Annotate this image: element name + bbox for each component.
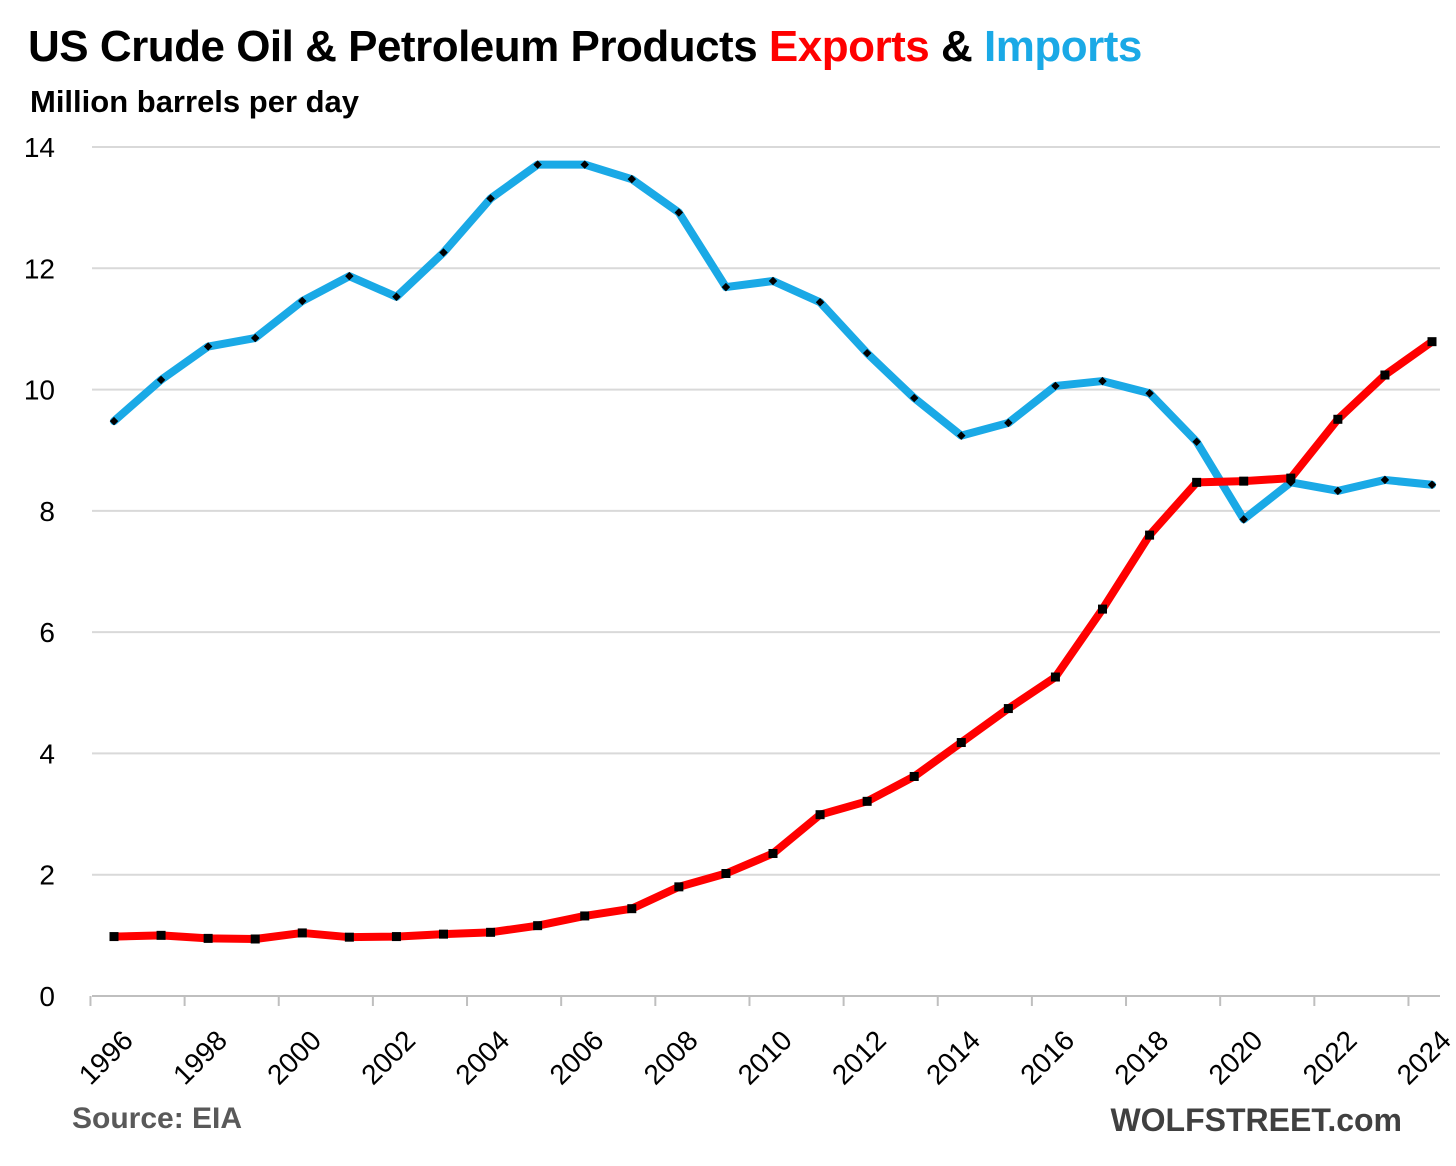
- imports-point: [721, 282, 731, 292]
- x-tick-label: 1998: [167, 1024, 233, 1090]
- y-tick-label: 2: [39, 860, 55, 891]
- exports-point: [1050, 672, 1060, 682]
- imports-point: [957, 431, 966, 440]
- exports-point: [533, 921, 543, 931]
- x-tick-label: 2022: [1297, 1024, 1363, 1090]
- imports-point: [203, 342, 213, 351]
- exports-point: [815, 810, 825, 820]
- y-axis: 0 2 4 6 8 10 12 14: [24, 132, 55, 1012]
- exports-point: [1380, 370, 1390, 380]
- imports-point: [1192, 437, 1201, 446]
- exports-point: [156, 930, 166, 940]
- imports-point: [298, 296, 307, 306]
- exports-point: [768, 848, 778, 858]
- exports-point: [627, 904, 637, 914]
- y-tick-label: 8: [39, 496, 55, 527]
- x-tick-label: 2004: [449, 1024, 515, 1090]
- imports-series: [109, 160, 1437, 524]
- exports-point: [1427, 337, 1437, 347]
- exports-point: [1286, 473, 1296, 483]
- exports-point: [909, 771, 919, 781]
- brand-watermark: WOLFSTREET.com: [1110, 1102, 1402, 1138]
- imports-point: [156, 375, 166, 385]
- x-tick-label: 2020: [1203, 1024, 1269, 1090]
- exports-point: [250, 934, 260, 944]
- x-tick-label: 2016: [1014, 1024, 1080, 1090]
- exports-point: [1192, 477, 1202, 487]
- exports-point: [674, 882, 684, 892]
- title-prefix: US Crude Oil & Petroleum Products: [28, 22, 769, 71]
- exports-point: [1239, 476, 1249, 486]
- x-axis: 1996 1998 2000 2002 2004 2006 2008 2010 2012 2014…: [73, 995, 1456, 1090]
- imports-point: [1333, 486, 1343, 496]
- exports-point: [721, 869, 731, 879]
- imports-point: [1145, 388, 1154, 398]
- x-tick-label: 2008: [638, 1024, 704, 1090]
- imports-point: [909, 393, 919, 403]
- exports-point: [580, 911, 590, 921]
- y-tick-label: 4: [39, 738, 55, 769]
- imports-point: [1004, 418, 1013, 428]
- title-exports-word: Exports: [768, 22, 930, 71]
- exports-point: [344, 932, 354, 942]
- x-tick-label: 1996: [73, 1024, 139, 1090]
- chart-subtitle: Million barrels per day: [30, 84, 360, 119]
- x-tick-label: 2000: [261, 1024, 327, 1090]
- imports-point: [439, 248, 448, 257]
- x-tick-label: 2018: [1108, 1024, 1174, 1090]
- exports-point: [486, 927, 496, 937]
- gridlines: [92, 146, 1440, 876]
- x-tick-label: 2012: [826, 1024, 892, 1090]
- imports-line: [110, 160, 1436, 524]
- exports-point: [956, 738, 966, 748]
- exports-point: [1098, 604, 1107, 614]
- title-imports-word: Imports: [983, 22, 1142, 71]
- exports-point: [297, 928, 307, 938]
- exports-series: [109, 337, 1437, 944]
- imports-point: [815, 298, 825, 307]
- y-tick-label: 10: [24, 375, 55, 406]
- exports-point: [439, 929, 448, 939]
- x-tick-label: 2014: [920, 1024, 986, 1090]
- imports-point: [109, 416, 119, 426]
- exports-point: [862, 796, 872, 806]
- imports-point: [250, 333, 260, 343]
- exports-point: [1333, 414, 1343, 424]
- y-tick-label: 6: [39, 617, 55, 648]
- x-tick-label: 2010: [732, 1024, 798, 1090]
- x-tick-label: 2002: [355, 1024, 421, 1090]
- exports-point: [391, 932, 401, 942]
- x-tick-label: 2006: [544, 1024, 610, 1090]
- exports-point: [1145, 530, 1155, 540]
- y-tick-label: 0: [39, 981, 55, 1012]
- title-middle: &: [929, 22, 984, 71]
- series-group: [109, 160, 1437, 944]
- imports-point: [1098, 376, 1107, 386]
- exports-point: [1003, 704, 1013, 714]
- imports-point: [768, 276, 778, 286]
- imports-point: [1380, 475, 1390, 485]
- y-tick-label: 14: [24, 132, 55, 163]
- exports-point: [109, 932, 119, 942]
- imports-point: [392, 292, 401, 302]
- imports-point: [1239, 515, 1248, 524]
- x-tick-label: 2024: [1391, 1024, 1456, 1090]
- imports-point: [1051, 381, 1060, 391]
- imports-point: [862, 348, 872, 358]
- y-tick-label: 12: [24, 253, 55, 284]
- imports-point: [1427, 480, 1437, 490]
- imports-point: [486, 194, 495, 203]
- source-note: Source: EIA: [72, 1102, 243, 1135]
- imports-point: [345, 271, 354, 281]
- exports-point: [203, 933, 213, 943]
- chart-title: US Crude Oil & Petroleum Products Export…: [28, 22, 1142, 72]
